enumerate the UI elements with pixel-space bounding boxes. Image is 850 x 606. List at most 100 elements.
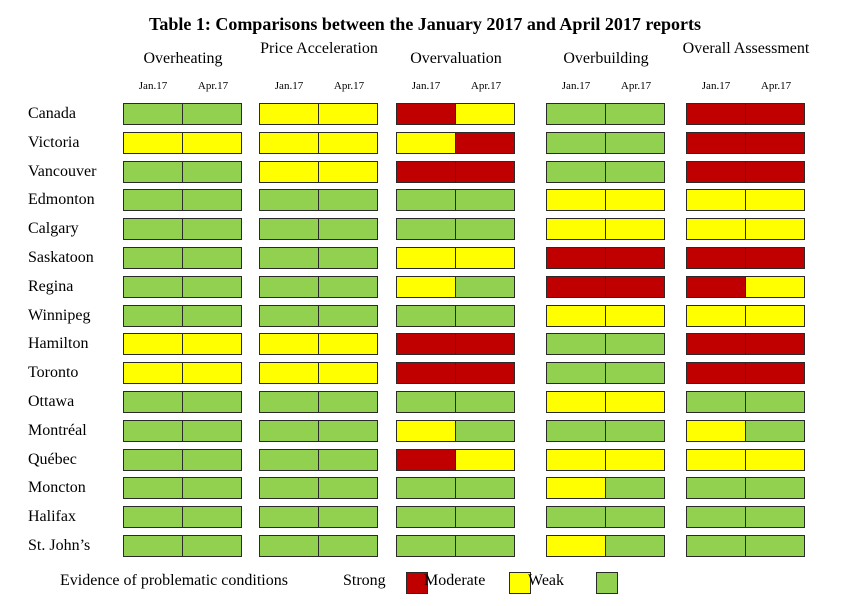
cell-4-2 bbox=[259, 218, 319, 240]
cell-12-2 bbox=[259, 449, 319, 471]
legend-swatch-weak bbox=[596, 572, 618, 594]
cell-15-1 bbox=[182, 535, 242, 557]
cell-10-6 bbox=[546, 391, 606, 413]
cell-6-5 bbox=[455, 276, 515, 298]
cell-1-5 bbox=[455, 132, 515, 154]
cell-13-2 bbox=[259, 477, 319, 499]
row-label-10: Ottawa bbox=[28, 393, 75, 410]
cell-12-5 bbox=[455, 449, 515, 471]
cell-13-7 bbox=[605, 477, 665, 499]
sub-header-0-1: Apr.17 bbox=[197, 80, 229, 92]
cell-7-0 bbox=[123, 305, 183, 327]
cell-12-9 bbox=[745, 449, 805, 471]
cell-3-1 bbox=[182, 189, 242, 211]
cell-6-4 bbox=[396, 276, 456, 298]
cell-14-9 bbox=[745, 506, 805, 528]
cell-6-6 bbox=[546, 276, 606, 298]
column-header-4: Overall Assessment bbox=[682, 40, 810, 57]
cell-15-0 bbox=[123, 535, 183, 557]
cell-1-0 bbox=[123, 132, 183, 154]
cell-5-0 bbox=[123, 247, 183, 269]
cell-0-0 bbox=[123, 103, 183, 125]
cell-4-0 bbox=[123, 218, 183, 240]
cell-15-4 bbox=[396, 535, 456, 557]
cell-2-2 bbox=[259, 161, 319, 183]
cell-8-4 bbox=[396, 333, 456, 355]
row-label-5: Saskatoon bbox=[28, 249, 94, 266]
cell-0-3 bbox=[318, 103, 378, 125]
legend-label-strong: Strong bbox=[343, 572, 386, 589]
cell-11-2 bbox=[259, 420, 319, 442]
row-label-15: St. John’s bbox=[28, 537, 91, 554]
cell-6-3 bbox=[318, 276, 378, 298]
cell-3-6 bbox=[546, 189, 606, 211]
cell-2-1 bbox=[182, 161, 242, 183]
cell-15-5 bbox=[455, 535, 515, 557]
cell-1-6 bbox=[546, 132, 606, 154]
cell-15-9 bbox=[745, 535, 805, 557]
cell-9-9 bbox=[745, 362, 805, 384]
cell-10-7 bbox=[605, 391, 665, 413]
cell-5-7 bbox=[605, 247, 665, 269]
cell-13-1 bbox=[182, 477, 242, 499]
cell-0-6 bbox=[546, 103, 606, 125]
row-label-0: Canada bbox=[28, 105, 76, 122]
cell-6-1 bbox=[182, 276, 242, 298]
cell-14-4 bbox=[396, 506, 456, 528]
cell-2-7 bbox=[605, 161, 665, 183]
cell-6-0 bbox=[123, 276, 183, 298]
cell-7-3 bbox=[318, 305, 378, 327]
cell-7-4 bbox=[396, 305, 456, 327]
cell-13-4 bbox=[396, 477, 456, 499]
row-label-4: Calgary bbox=[28, 220, 79, 237]
row-label-6: Regina bbox=[28, 278, 74, 295]
cell-2-8 bbox=[686, 161, 746, 183]
cell-1-8 bbox=[686, 132, 746, 154]
cell-7-1 bbox=[182, 305, 242, 327]
sub-header-1-1: Apr.17 bbox=[333, 80, 365, 92]
cell-3-5 bbox=[455, 189, 515, 211]
cell-0-2 bbox=[259, 103, 319, 125]
cell-1-7 bbox=[605, 132, 665, 154]
cell-9-7 bbox=[605, 362, 665, 384]
cell-0-1 bbox=[182, 103, 242, 125]
cell-5-2 bbox=[259, 247, 319, 269]
cell-9-2 bbox=[259, 362, 319, 384]
sub-header-4-0: Jan.17 bbox=[701, 80, 731, 92]
cell-2-5 bbox=[455, 161, 515, 183]
sub-header-4-1: Apr.17 bbox=[760, 80, 792, 92]
row-label-1: Victoria bbox=[28, 134, 80, 151]
cell-10-8 bbox=[686, 391, 746, 413]
cell-0-8 bbox=[686, 103, 746, 125]
cell-1-2 bbox=[259, 132, 319, 154]
cell-4-8 bbox=[686, 218, 746, 240]
cell-2-6 bbox=[546, 161, 606, 183]
cell-13-8 bbox=[686, 477, 746, 499]
cell-13-0 bbox=[123, 477, 183, 499]
cell-1-3 bbox=[318, 132, 378, 154]
row-label-7: Winnipeg bbox=[28, 307, 91, 324]
cell-7-7 bbox=[605, 305, 665, 327]
cell-9-3 bbox=[318, 362, 378, 384]
cell-9-6 bbox=[546, 362, 606, 384]
cell-11-7 bbox=[605, 420, 665, 442]
cell-6-8 bbox=[686, 276, 746, 298]
legend-label-weak: Weak bbox=[528, 572, 565, 589]
cell-1-4 bbox=[396, 132, 456, 154]
cell-6-7 bbox=[605, 276, 665, 298]
cell-9-4 bbox=[396, 362, 456, 384]
cell-9-5 bbox=[455, 362, 515, 384]
cell-7-8 bbox=[686, 305, 746, 327]
legend-label-moderate: Moderate bbox=[424, 572, 486, 589]
cell-10-9 bbox=[745, 391, 805, 413]
cell-7-6 bbox=[546, 305, 606, 327]
cell-8-8 bbox=[686, 333, 746, 355]
cell-12-0 bbox=[123, 449, 183, 471]
cell-10-2 bbox=[259, 391, 319, 413]
cell-13-5 bbox=[455, 477, 515, 499]
cell-14-3 bbox=[318, 506, 378, 528]
cell-4-6 bbox=[546, 218, 606, 240]
row-label-3: Edmonton bbox=[28, 191, 95, 208]
cell-8-2 bbox=[259, 333, 319, 355]
cell-11-5 bbox=[455, 420, 515, 442]
